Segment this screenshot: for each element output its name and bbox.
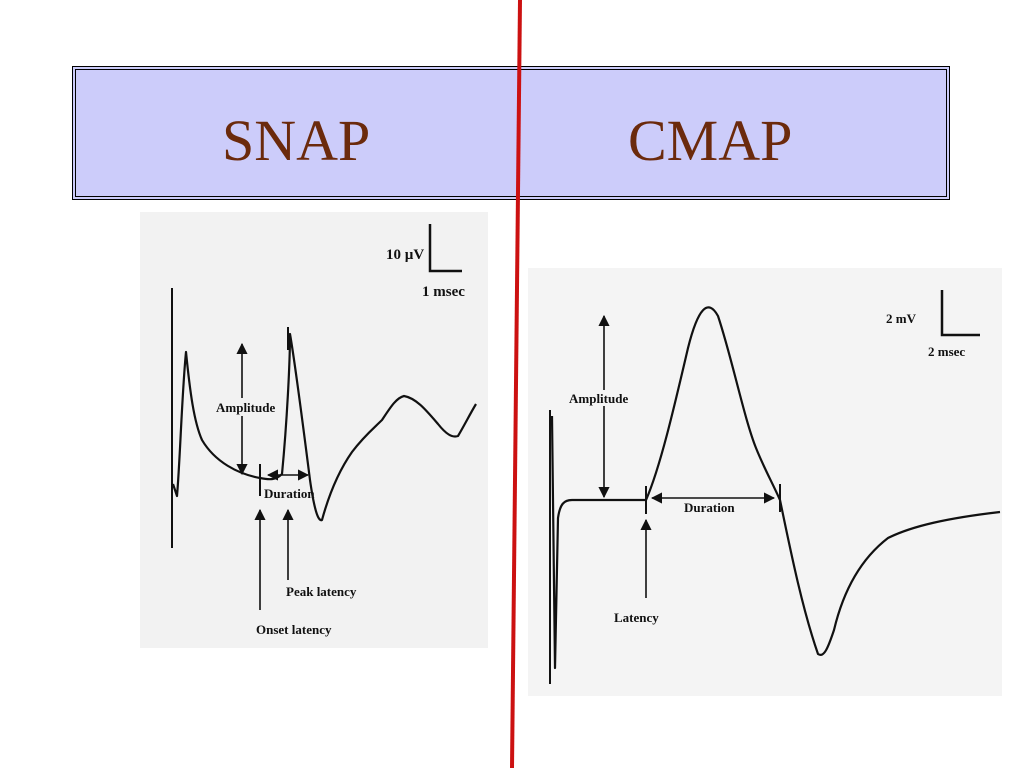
cmap-diagram: 2 mV 2 msec Amplitude Duration Latency xyxy=(528,268,1002,696)
cmap-figure: 2 mV 2 msec Amplitude Duration Latency xyxy=(549,290,1001,684)
snap-waveform xyxy=(171,332,477,522)
cmap-scale-time: 2 msec xyxy=(928,344,965,359)
cmap-scale-bar xyxy=(940,290,980,337)
cmap-title: CMAP xyxy=(628,108,793,173)
snap-onset-latency-label: Onset latency xyxy=(256,622,332,637)
snap-scale-bar xyxy=(428,224,462,273)
cmap-duration-label: Duration xyxy=(684,500,735,515)
snap-amplitude-label-bg xyxy=(214,398,272,416)
snap-peak-latency-label: Peak latency xyxy=(286,584,357,599)
snap-scale-voltage: 10 µV xyxy=(386,247,424,263)
snap-diagram: 10 µV 1 msec Amplitude Duration Peak lat… xyxy=(140,212,488,648)
title-banner: SNAP CMAP xyxy=(72,66,950,200)
snap-duration-label: Duration xyxy=(264,486,315,501)
snap-amplitude-label: Amplitude xyxy=(216,400,275,415)
cmap-waveform xyxy=(550,306,1001,670)
snap-title: SNAP xyxy=(222,108,371,173)
cmap-scale-voltage: 2 mV xyxy=(886,311,917,326)
cmap-amplitude-label-bg xyxy=(568,390,642,406)
cmap-amplitude-label: Amplitude xyxy=(569,391,628,406)
snap-scale-time: 1 msec xyxy=(422,284,465,300)
snap-figure: 10 µV 1 msec Amplitude Duration Peak lat… xyxy=(171,224,477,637)
cmap-latency-label: Latency xyxy=(614,610,659,625)
